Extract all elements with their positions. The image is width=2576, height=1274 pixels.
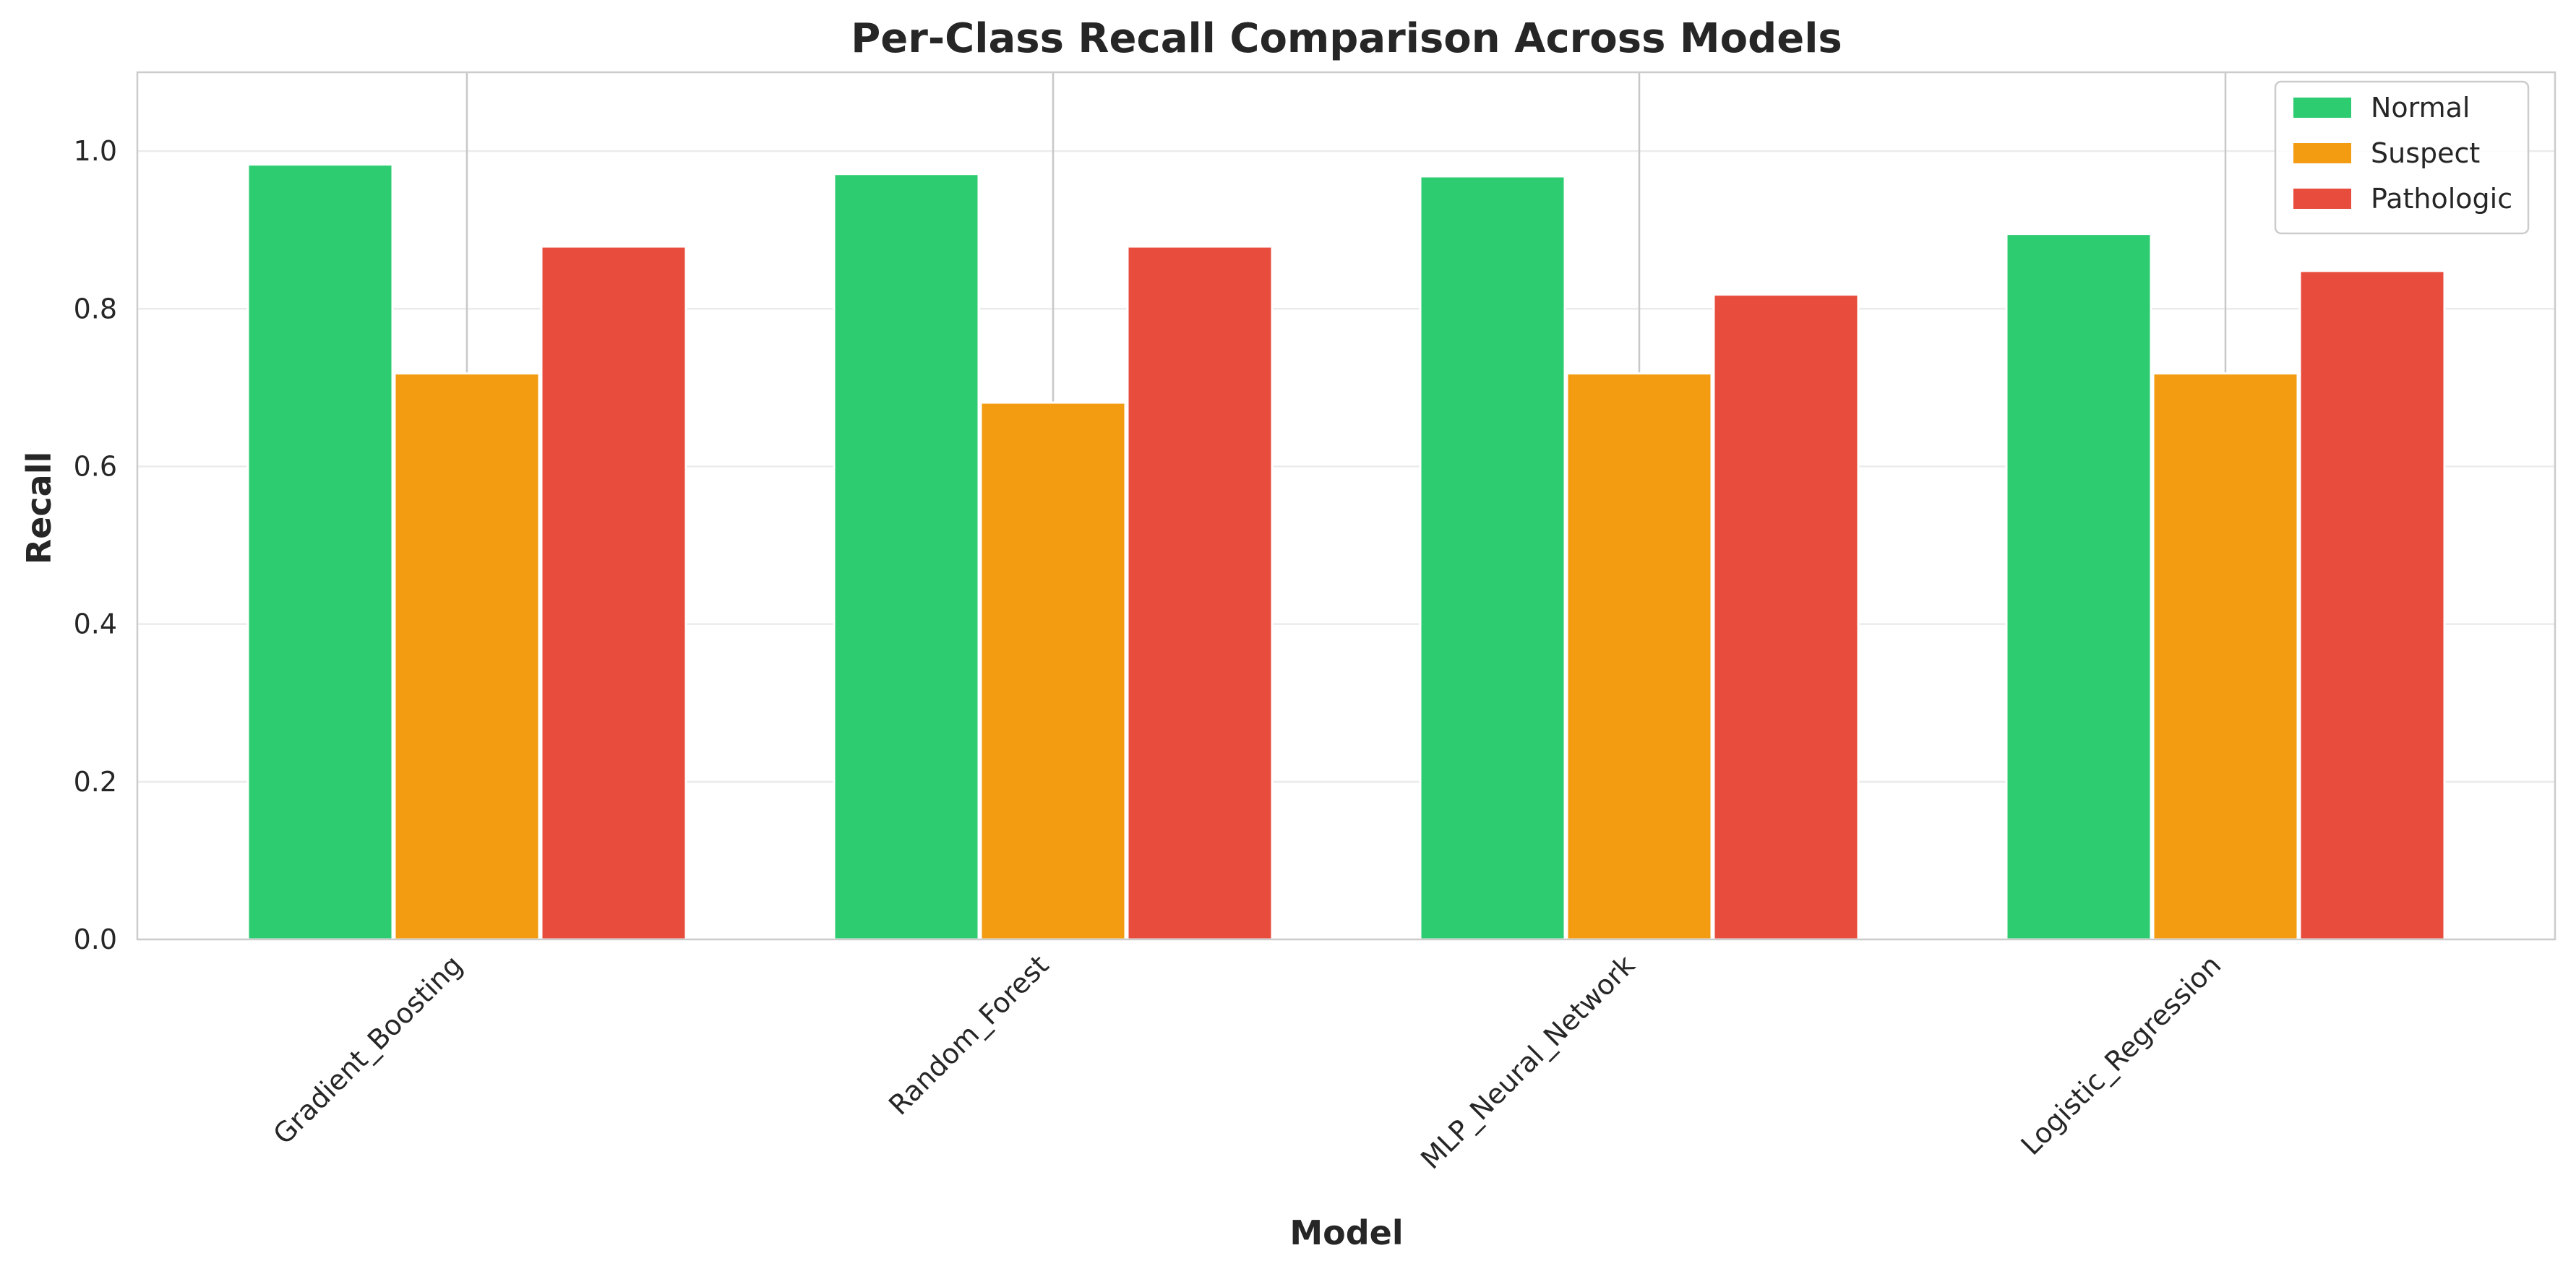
bar-suspect-mlp-neural-network	[1566, 372, 1713, 941]
bar-suspect-logistic-regression	[2152, 372, 2299, 941]
bar-pathologic-logistic-regression	[2298, 270, 2446, 941]
y-tick-labels: 0.0 0.2 0.4 0.6 0.8 1.0	[74, 135, 117, 955]
bars	[246, 163, 2446, 941]
legend-swatch-normal	[2293, 98, 2351, 118]
y-tick-label: 0.4	[74, 608, 117, 640]
legend-swatch-suspect	[2293, 143, 2351, 163]
y-tick-label: 0.0	[74, 924, 117, 955]
legend-swatch-pathologic	[2293, 189, 2351, 209]
bar-pathologic-gradient-boosting	[540, 245, 687, 941]
bar-normal-logistic-regression	[2005, 233, 2152, 941]
y-axis-label: Recall	[20, 452, 59, 564]
bar-normal-mlp-neural-network	[1419, 175, 1566, 941]
y-tick-label: 1.0	[74, 135, 117, 167]
plot-frame	[136, 71, 2556, 941]
y-tick-label: 0.2	[74, 766, 117, 798]
bar-normal-random-forest	[833, 173, 980, 941]
legend: Normal Suspect Pathologic	[2274, 80, 2530, 235]
legend-label-suspect: Suspect	[2371, 137, 2480, 169]
bar-suspect-gradient-boosting	[393, 372, 541, 941]
y-tick-label: 0.6	[74, 450, 117, 482]
y-tick-label: 0.8	[74, 293, 117, 324]
legend-label-pathologic: Pathologic	[2371, 183, 2512, 215]
legend-label-normal: Normal	[2371, 92, 2470, 124]
bar-pathologic-mlp-neural-network	[1712, 293, 1860, 941]
bar-pathologic-random-forest	[1126, 245, 1274, 941]
bar-normal-gradient-boosting	[246, 163, 394, 941]
chart-title: Per-Class Recall Comparison Across Model…	[851, 15, 1842, 62]
bar-suspect-random-forest	[979, 401, 1127, 941]
x-axis-label: Model	[1289, 1213, 1403, 1252]
